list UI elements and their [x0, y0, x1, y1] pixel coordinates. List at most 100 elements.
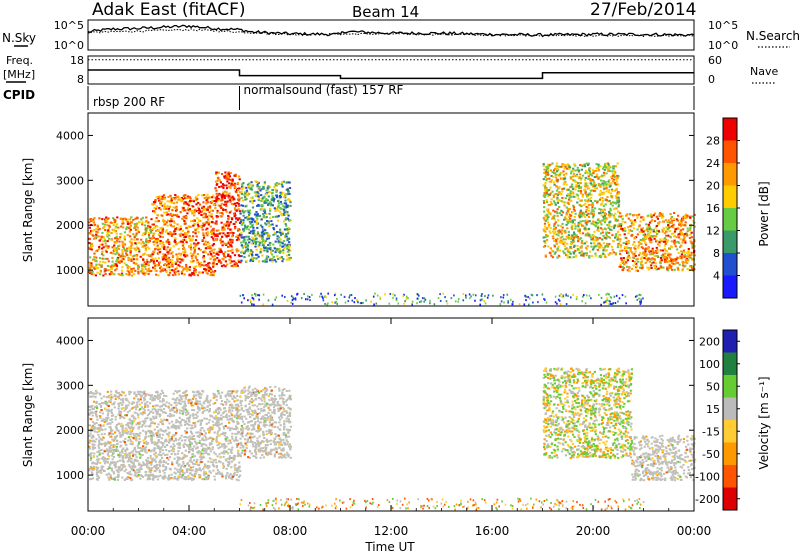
power-cell: [277, 202, 280, 205]
power-cell: [628, 256, 632, 259]
power-cell: [100, 237, 103, 240]
power-cell: [172, 197, 175, 200]
power-cell: [676, 261, 679, 264]
power-cell: [182, 215, 185, 218]
power-cell: [255, 214, 258, 217]
power-cell: [613, 189, 617, 192]
power-cell: [593, 170, 597, 172]
power-cell: [214, 196, 217, 199]
velocity-cell: [219, 446, 222, 449]
power-cell: [545, 187, 548, 189]
velocity-cell: [110, 408, 113, 411]
power-cell: [215, 199, 218, 202]
velocity-cell: [108, 442, 111, 445]
power-cell: [93, 252, 96, 255]
power-cell: [554, 251, 557, 254]
velocity-cell: [117, 407, 120, 410]
power-cell: [215, 215, 218, 217]
power-cell: [172, 269, 176, 272]
power-cell: [544, 184, 547, 187]
power-cell: [115, 260, 118, 263]
power-cell: [257, 198, 260, 201]
power-cell: [405, 298, 408, 301]
power-cell: [591, 178, 594, 181]
power-cell: [619, 249, 622, 252]
power-cell: [589, 200, 592, 202]
velocity-cell: [142, 439, 145, 442]
power-cell: [221, 183, 225, 186]
power-cell: [154, 199, 157, 201]
power-cell: [135, 262, 138, 265]
power-cell: [236, 248, 239, 251]
power-cell: [192, 224, 195, 227]
power-cell: [208, 245, 211, 248]
power-cell: [147, 268, 150, 271]
velocity-cell: [93, 462, 96, 465]
velocity-cell: [138, 421, 141, 424]
power-cell: [248, 241, 251, 244]
power-cell: [250, 251, 253, 254]
power-cell: [117, 245, 120, 248]
power-cell: [227, 222, 230, 225]
power-cell: [235, 250, 238, 253]
power-cell: [643, 240, 646, 243]
power-cell: [546, 169, 550, 172]
power-cell: [133, 254, 136, 257]
power-cell: [152, 228, 155, 231]
power-cell: [249, 249, 253, 252]
power-cell: [120, 272, 124, 275]
power-cell: [574, 255, 577, 258]
power-cell: [209, 274, 212, 277]
power-cell: [547, 204, 550, 207]
power-cell: [174, 232, 177, 235]
power-cell: [687, 253, 690, 256]
velocity-cell: [224, 410, 227, 413]
power-cell: [95, 236, 98, 239]
power-cell: [423, 297, 426, 300]
power-cell: [104, 269, 107, 272]
velocity-cell: [92, 448, 95, 451]
velocity-cell: [214, 402, 217, 405]
power-cell: [291, 302, 294, 305]
velocity-cell: [139, 398, 142, 401]
power-cell: [240, 190, 243, 193]
power-cell: [551, 171, 554, 174]
power-cell: [666, 221, 669, 224]
power-cell: [623, 246, 627, 249]
power-cell: [243, 256, 246, 259]
power-cell: [106, 235, 109, 238]
power-cell: [281, 260, 284, 263]
power-cell: [224, 174, 227, 177]
power-cell: [676, 256, 679, 259]
power-cell: [643, 254, 646, 257]
power-cell: [605, 231, 609, 234]
velocity-cell: [187, 402, 190, 405]
power-cell: [104, 229, 107, 231]
power-cell: [171, 274, 174, 277]
power-cell: [484, 295, 486, 298]
power-cell: [668, 264, 671, 267]
power-cell: [267, 299, 270, 302]
power-cell: [653, 237, 656, 240]
power-cell: [619, 215, 622, 218]
velocity-cell: [223, 444, 226, 447]
power-cell: [353, 301, 356, 304]
power-cell: [90, 271, 93, 274]
power-cell: [251, 296, 254, 299]
power-cell: [584, 179, 587, 181]
power-cell: [205, 196, 208, 199]
power-cell: [253, 220, 256, 223]
power-cell: [207, 223, 210, 226]
power-cell: [585, 240, 588, 243]
power-cell: [116, 216, 119, 219]
power-cell: [130, 242, 133, 245]
velocity-cell: [114, 463, 117, 465]
velocity-cell: [141, 413, 144, 416]
velocity-cell: [89, 439, 92, 442]
power-cell: [567, 234, 570, 237]
power-cell: [221, 240, 224, 243]
power-cell: [594, 200, 597, 202]
power-cell: [680, 257, 683, 260]
power-cell: [247, 211, 250, 214]
power-cell: [611, 170, 614, 173]
